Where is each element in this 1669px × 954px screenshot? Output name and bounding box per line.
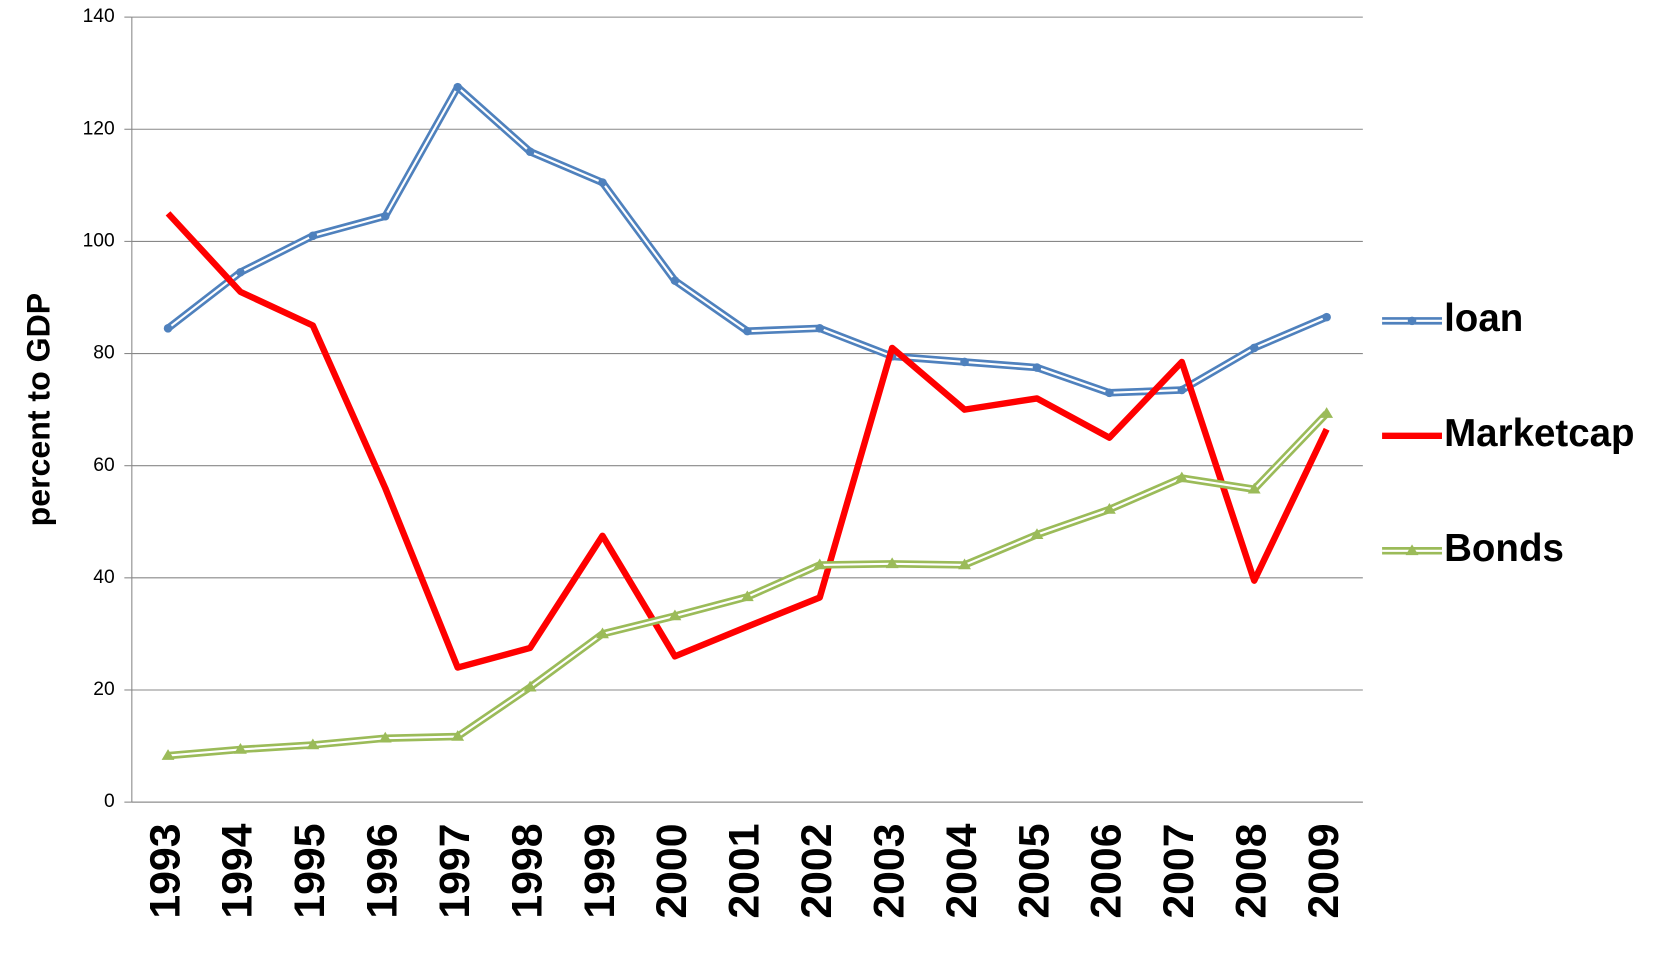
- x-tick-label: 2008: [1228, 824, 1276, 919]
- point: [1105, 388, 1114, 398]
- y-tick-label: 100: [83, 230, 115, 251]
- legend-label: loan: [1444, 297, 1523, 340]
- point: [1030, 528, 1044, 539]
- series-line-inner: [167, 86, 1328, 394]
- point: [378, 731, 392, 743]
- point: [453, 82, 462, 92]
- series-line: [165, 211, 1330, 671]
- point: [451, 730, 465, 741]
- x-tick-label: 2009: [1300, 824, 1348, 919]
- point: [740, 590, 754, 602]
- point: [815, 324, 825, 333]
- x-tick-label: 1999: [576, 824, 624, 919]
- point: [161, 749, 175, 760]
- point: [668, 609, 682, 621]
- point: [596, 627, 609, 639]
- point: [306, 738, 320, 750]
- x-tick-label: 2004: [938, 823, 986, 918]
- x-tick-label: 2001: [721, 824, 769, 919]
- y-tick-label: 140: [83, 6, 115, 27]
- y-tick-label: 60: [93, 455, 114, 476]
- series-line: [167, 410, 1330, 760]
- y-tick-label: 20: [93, 679, 114, 700]
- point: [525, 147, 535, 156]
- point: [813, 558, 827, 570]
- series-line-inner: [167, 412, 1328, 757]
- x-tick-label: 2003: [865, 824, 913, 919]
- x-tick-label: 2002: [793, 824, 841, 919]
- point: [1320, 407, 1334, 418]
- point: [523, 680, 537, 692]
- point: [598, 178, 607, 187]
- point: [1175, 471, 1189, 483]
- point: [234, 743, 247, 754]
- legend-label: Bonds: [1444, 527, 1564, 570]
- legend-label: Marketcap: [1444, 412, 1634, 455]
- x-tick-label: 1995: [286, 824, 334, 919]
- point: [1249, 343, 1259, 353]
- point: [743, 326, 752, 336]
- point: [1032, 363, 1042, 372]
- x-tick-label: 2007: [1155, 824, 1203, 919]
- point: [960, 357, 969, 367]
- y-tick-label: 40: [93, 567, 114, 588]
- point: [670, 276, 680, 285]
- point: [236, 267, 245, 277]
- legend-marker: [1407, 316, 1417, 326]
- x-tick-label: 1993: [141, 824, 189, 919]
- point: [1102, 503, 1116, 514]
- x-tick-label: 2000: [648, 824, 696, 919]
- y-tick-label: 0: [104, 791, 115, 812]
- x-tick-label: 2006: [1083, 824, 1131, 919]
- point: [380, 211, 390, 221]
- y-tick-label: 80: [93, 343, 114, 364]
- legend-marker: [1405, 544, 1419, 556]
- point: [1322, 312, 1331, 322]
- x-tick-label: 2005: [1010, 824, 1058, 919]
- point: [958, 558, 971, 570]
- y-tick-label: 120: [83, 118, 115, 139]
- point: [163, 324, 173, 333]
- x-tick-label: 1994: [214, 823, 262, 918]
- x-tick-label: 1996: [359, 824, 407, 919]
- x-tick-label: 1997: [431, 824, 479, 919]
- point: [885, 557, 899, 569]
- x-tick-label: 1998: [503, 824, 551, 919]
- series-line: [165, 83, 1329, 397]
- y-axis-title: percent to GDP: [20, 293, 56, 527]
- point: [1247, 482, 1261, 494]
- point: [308, 231, 318, 241]
- point: [1177, 385, 1187, 395]
